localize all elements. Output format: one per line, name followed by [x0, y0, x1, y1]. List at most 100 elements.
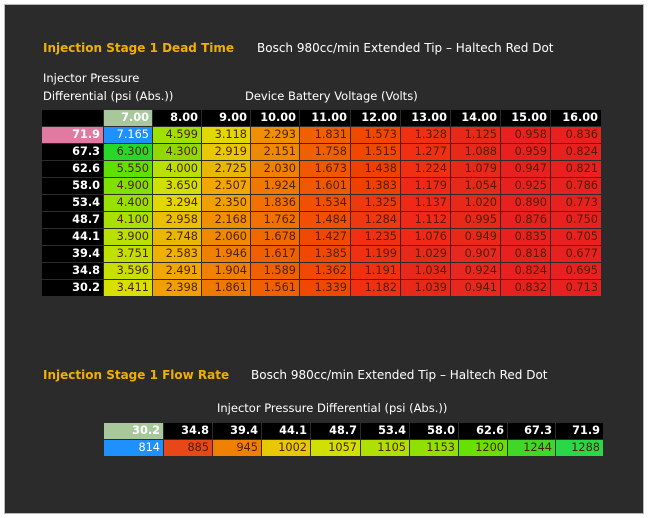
table-cell[interactable]: 1.054	[450, 177, 501, 195]
table-cell[interactable]: 0.824	[550, 143, 602, 161]
table-cell[interactable]: 2.293	[250, 126, 300, 144]
table-cell[interactable]: 1.235	[350, 228, 401, 246]
column-header-cell[interactable]: 71.9	[555, 422, 604, 440]
table-cell[interactable]: 1.561	[250, 279, 300, 297]
table-cell[interactable]: 1.678	[250, 228, 300, 246]
table-cell[interactable]: 3.118	[201, 126, 251, 144]
table-cell[interactable]: 0.786	[550, 177, 602, 195]
table-cell[interactable]: 3.751	[103, 245, 153, 263]
table-cell[interactable]: 0.773	[550, 194, 602, 212]
table-cell[interactable]: 5.550	[103, 160, 153, 178]
table-cell[interactable]: 1.484	[299, 211, 351, 229]
table-cell[interactable]: 0.949	[450, 228, 501, 246]
table-cell[interactable]: 7.165	[103, 126, 153, 144]
table-cell[interactable]: 3.596	[103, 262, 153, 280]
column-header-cell[interactable]: 39.4	[212, 422, 262, 440]
column-header-cell[interactable]: 62.6	[458, 422, 508, 440]
table-cell[interactable]: 3.650	[152, 177, 202, 195]
table-cell[interactable]: 1.362	[299, 262, 351, 280]
row-header-cell[interactable]: 44.1	[41, 228, 104, 246]
table-cell[interactable]: 2.725	[201, 160, 251, 178]
table-cell[interactable]: 4.100	[103, 211, 153, 229]
table-cell[interactable]: 0.941	[450, 279, 501, 297]
table-cell[interactable]: 2.491	[152, 262, 202, 280]
table-cell[interactable]: 1.573	[350, 126, 401, 144]
table-cell[interactable]: 4.400	[103, 194, 153, 212]
row-header-cell[interactable]: 30.2	[41, 279, 104, 297]
table-cell[interactable]: 3.900	[103, 228, 153, 246]
table-cell[interactable]: 1.438	[350, 160, 401, 178]
column-header-cell[interactable]: 53.4	[360, 422, 410, 440]
table-cell[interactable]: 2.958	[152, 211, 202, 229]
table-cell[interactable]: 1288	[555, 439, 604, 457]
table-cell[interactable]: 1.758	[299, 143, 351, 161]
table-cell[interactable]: 1.137	[400, 194, 451, 212]
table-cell[interactable]: 1.385	[299, 245, 351, 263]
table-cell[interactable]: 1.076	[400, 228, 451, 246]
table-cell[interactable]: 0.876	[500, 211, 551, 229]
table-cell[interactable]: 0.947	[500, 160, 551, 178]
table-cell[interactable]: 4.599	[152, 126, 202, 144]
table-cell[interactable]: 1.515	[350, 143, 401, 161]
column-header-cell[interactable]: 34.8	[163, 422, 213, 440]
table-cell[interactable]: 2.030	[250, 160, 300, 178]
table-cell[interactable]: 2.507	[201, 177, 251, 195]
table-cell[interactable]: 1.427	[299, 228, 351, 246]
table-cell[interactable]: 0.705	[550, 228, 602, 246]
table-cell[interactable]: 1.831	[299, 126, 351, 144]
table-cell[interactable]: 1.079	[450, 160, 501, 178]
table-cell[interactable]: 0.924	[450, 262, 501, 280]
table-cell[interactable]: 1.762	[250, 211, 300, 229]
table-cell[interactable]: 1.383	[350, 177, 401, 195]
table-cell[interactable]: 1153	[409, 439, 459, 457]
table-cell[interactable]: 3.411	[103, 279, 153, 297]
table-cell[interactable]: 0.821	[550, 160, 602, 178]
table-cell[interactable]: 1.836	[250, 194, 300, 212]
table-cell[interactable]: 0.995	[450, 211, 501, 229]
column-header-cell[interactable]: 48.7	[310, 422, 361, 440]
table-cell[interactable]: 1.904	[201, 262, 251, 280]
table-cell[interactable]: 1.029	[400, 245, 451, 263]
column-header-cell[interactable]: 67.3	[507, 422, 556, 440]
column-header-cell[interactable]: 14.00	[450, 109, 501, 127]
dead-time-table[interactable]: 7.00 8.00 9.00 10.00 11.00 12.00 13.00 14.00 15.…	[41, 109, 602, 297]
table-cell[interactable]: 1.034	[400, 262, 451, 280]
table-cell[interactable]: 0.959	[500, 143, 551, 161]
table-cell[interactable]: 1.589	[250, 262, 300, 280]
row-header-cell[interactable]: 67.3	[41, 143, 104, 161]
table-cell[interactable]: 1.924	[250, 177, 300, 195]
column-header-cell[interactable]: 10.00	[250, 109, 300, 127]
table-cell[interactable]: 0.836	[550, 126, 602, 144]
table-cell[interactable]: 4.900	[103, 177, 153, 195]
table-cell[interactable]: 0.695	[550, 262, 602, 280]
column-header-cell[interactable]: 9.00	[201, 109, 251, 127]
row-header-cell[interactable]: 53.4	[41, 194, 104, 212]
table-cell[interactable]: 1.328	[400, 126, 451, 144]
table-cell[interactable]: 1.284	[350, 211, 401, 229]
table-cell[interactable]: 0.824	[500, 262, 551, 280]
table-cell[interactable]: 1.179	[400, 177, 451, 195]
table-cell[interactable]: 0.818	[500, 245, 551, 263]
row-header-cell[interactable]: 39.4	[41, 245, 104, 263]
table-cell[interactable]: 0.677	[550, 245, 602, 263]
column-header-cell[interactable]: 7.00	[103, 109, 153, 127]
table-cell[interactable]: 2.919	[201, 143, 251, 161]
table-cell[interactable]: 2.151	[250, 143, 300, 161]
table-cell[interactable]: 1.191	[350, 262, 401, 280]
table-cell[interactable]: 1.673	[299, 160, 351, 178]
table-cell[interactable]: 2.060	[201, 228, 251, 246]
table-cell[interactable]: 945	[212, 439, 262, 457]
table-cell[interactable]: 2.583	[152, 245, 202, 263]
row-header-cell[interactable]: 71.9	[41, 126, 104, 144]
table-cell[interactable]: 1.199	[350, 245, 401, 263]
table-cell[interactable]: 1.277	[400, 143, 451, 161]
column-header-cell[interactable]: 44.1	[261, 422, 311, 440]
table-cell[interactable]: 4.000	[152, 160, 202, 178]
table-cell[interactable]: 1244	[507, 439, 556, 457]
table-cell[interactable]: 1002	[261, 439, 311, 457]
table-cell[interactable]: 2.398	[152, 279, 202, 297]
table-cell[interactable]: 1057	[310, 439, 361, 457]
table-cell[interactable]: 1.182	[350, 279, 401, 297]
table-cell[interactable]: 1.088	[450, 143, 501, 161]
table-cell[interactable]: 0.958	[500, 126, 551, 144]
